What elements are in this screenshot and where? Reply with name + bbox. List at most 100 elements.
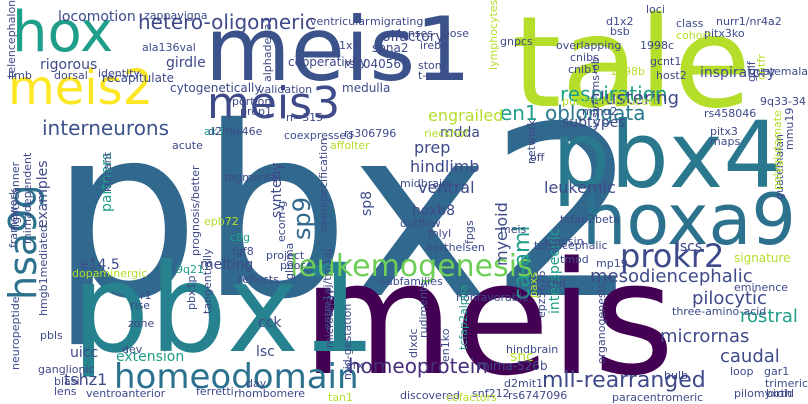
word-cloud-term: limb <box>8 69 32 82</box>
word-cloud-term: prognosis/better <box>189 165 202 256</box>
word-cloud-term: prep <box>414 138 451 157</box>
word-cloud-term: snf212 <box>472 387 510 400</box>
word-cloud-term: ganglionic <box>38 363 95 376</box>
word-cloud-term: kurrant <box>101 152 114 192</box>
word-cloud-term: hmgb1mediated <box>37 225 50 316</box>
word-cloud-term: uicc <box>70 345 99 361</box>
word-cloud-term: gcnt1 <box>650 55 682 68</box>
word-cloud-term: prep1 <box>240 105 273 118</box>
word-cloud-term: rs6747096 <box>508 389 568 402</box>
word-cloud-term: meis3 <box>207 78 341 129</box>
word-cloud-term: loci <box>646 3 665 16</box>
word-cloud-term: lsc <box>256 344 275 360</box>
word-cloud-term: cytogenetically <box>170 81 262 95</box>
word-cloud-term: d2mit1 <box>504 377 544 390</box>
word-cloud-term: mmu19 <box>783 107 796 150</box>
word-cloud-term: rs306796 <box>344 127 397 140</box>
word-cloud-term: locomotion <box>58 9 136 25</box>
word-cloud-term: stom <box>418 59 446 72</box>
word-cloud-term: pbx2 <box>50 76 640 351</box>
word-cloud-term: mmu2 <box>582 105 618 118</box>
word-cloud-term: 9q21 <box>176 263 204 276</box>
word-cloud-term: mirna-526b <box>478 359 548 373</box>
word-cloud-term: prokr2 <box>620 237 725 275</box>
word-cloud-term: ecom-g <box>275 200 288 242</box>
word-cloud-term: rigorous <box>40 57 98 73</box>
word-cloud-term: ala136val <box>142 41 196 54</box>
word-cloud-term: tshz1 <box>64 370 108 389</box>
word-cloud-term: recapitulate <box>102 71 175 85</box>
word-cloud-term: tcfap2alpha <box>457 284 470 350</box>
word-cloud-term: cofactors <box>446 391 497 404</box>
word-cloud-term: birth <box>766 387 792 400</box>
word-cloud-term: mirnadependent <box>21 152 34 244</box>
word-cloud-term: telencephalic <box>534 239 608 252</box>
word-cloud-term: t-ucrs <box>418 69 450 82</box>
word-cloud-term: meis <box>302 228 675 404</box>
word-cloud-term: snc <box>510 349 534 365</box>
word-cloud-term: d2h9s46e <box>208 125 263 138</box>
word-cloud-term: bsb <box>610 25 630 38</box>
word-cloud-term: inspiratory <box>700 65 776 81</box>
word-cloud-term: discovered <box>400 389 460 402</box>
word-cloud-term: reflects <box>238 273 279 286</box>
word-cloud-term: lens <box>54 385 77 398</box>
word-cloud-term: meis <box>500 223 527 236</box>
word-cloud-term: cnibs <box>570 51 599 64</box>
word-cloud-term: fgf8 <box>232 245 254 258</box>
word-cloud-term: blasi <box>54 375 80 388</box>
word-cloud-term: subfamilies <box>380 275 443 288</box>
word-cloud-term: organogenesis <box>595 283 608 365</box>
word-cloud-term: eminence <box>734 281 789 294</box>
word-cloud-term: midbrain <box>400 177 450 190</box>
word-cloud-term: project <box>266 249 305 262</box>
word-cloud-term: dev <box>122 343 143 356</box>
word-cloud-term: mll-rearranged <box>542 368 706 393</box>
word-cloud-term: tale <box>512 0 752 136</box>
word-cloud-term: zone <box>128 317 155 330</box>
word-cloud-term: hoxb8 <box>412 203 456 219</box>
word-cloud-term: trimeric <box>764 377 808 390</box>
word-cloud-term: lengsin <box>544 235 584 248</box>
word-cloud-term: folyl <box>428 227 452 240</box>
word-cloud-term: rieckhof <box>424 127 469 140</box>
word-cloud-term: berthelsen <box>426 241 485 254</box>
word-cloud-term: respiration <box>560 82 668 106</box>
word-cloud-term: engrailed <box>428 106 504 125</box>
word-cloud-term: pitx3ko <box>704 27 745 40</box>
word-cloud-term: homeodomain <box>114 357 359 397</box>
word-cloud-term: caudal <box>720 346 780 367</box>
word-cloud-term: overlapping <box>556 39 622 52</box>
word-cloud-term: outflow <box>400 217 441 230</box>
word-cloud-term: ventral <box>418 178 475 197</box>
word-cloud-term: pbls <box>40 329 63 342</box>
word-cloud-term: pbx4 <box>552 102 782 209</box>
word-cloud-term: ventricular <box>310 15 370 28</box>
word-cloud-term: sp8 <box>359 190 375 216</box>
word-cloud-term: dopaminergic <box>72 267 148 280</box>
word-cloud-term: mesodiencephalic <box>590 266 753 287</box>
word-cloud-term: homeoprotein <box>348 354 489 378</box>
word-cloud-term: telencephalon <box>5 0 18 79</box>
word-cloud-term: tegmental <box>224 171 281 184</box>
word-cloud-term: arx <box>346 359 364 372</box>
word-cloud-term: hox <box>12 0 114 65</box>
word-cloud-term: affolter <box>330 139 370 152</box>
word-cloud-term: 9q33-34 <box>760 95 806 108</box>
word-cloud-term: ferretti <box>196 385 234 398</box>
word-cloud-term: lscs <box>676 239 703 255</box>
word-cloud-term: polyglutamate <box>771 110 784 190</box>
word-cloud-term: en1 <box>500 101 538 125</box>
word-cloud-term: 1998c <box>640 39 675 52</box>
word-cloud-term: off <box>530 151 545 164</box>
word-cloud-term: olfactory <box>382 29 444 45</box>
word-cloud-term: extension <box>116 349 185 365</box>
word-cloud-term: microarray <box>323 288 336 348</box>
word-cloud-term: chd <box>546 277 567 290</box>
word-cloud-term: poor <box>280 259 305 272</box>
word-cloud-term: dorsal <box>54 69 88 82</box>
word-cloud-term: paracentromeric <box>612 391 704 404</box>
word-cloud-term: tmod <box>560 253 589 266</box>
word-cloud-term: lymphocytes <box>487 0 500 71</box>
